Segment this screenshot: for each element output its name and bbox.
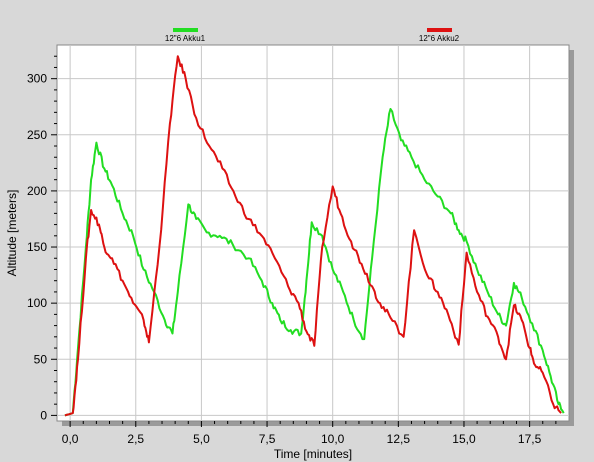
- y-tick-label: 0: [40, 408, 47, 422]
- y-axis-title: Altitude [meters]: [5, 190, 19, 277]
- x-tick-label: 15,0: [452, 432, 476, 446]
- y-tick-label: 200: [27, 184, 47, 198]
- series-lines: [64, 55, 565, 417]
- x-tick-label: 7,5: [259, 432, 276, 446]
- legend-label-akku2: 12"6 Akku2: [419, 34, 460, 43]
- axis-ticks: 0,0 2,5 5,0 7,5 10,0 12,5 15,0 17,5 0 50 100 150 200…: [27, 55, 557, 446]
- y-tick-label: 150: [27, 240, 47, 254]
- x-tick-label: 12,5: [387, 432, 411, 446]
- legend: 12"6 Akku1 12"6 Akku2: [165, 28, 460, 43]
- x-tick-label: 0,0: [62, 432, 79, 446]
- legend-label-akku1: 12"6 Akku1: [165, 34, 206, 43]
- x-tick-label: 2,5: [127, 432, 144, 446]
- x-tick-label: 10,0: [321, 432, 345, 446]
- series-line-akku2: [64, 55, 562, 417]
- series-line-akku1: [64, 108, 565, 417]
- x-axis-title: Time [minutes]: [274, 447, 352, 461]
- y-tick-label: 50: [34, 352, 48, 366]
- y-tick-label: 250: [27, 128, 47, 142]
- x-tick-label: 5,0: [193, 432, 210, 446]
- plot-area: [56, 44, 570, 422]
- x-tick-label: 17,5: [518, 432, 542, 446]
- y-tick-label: 100: [27, 296, 47, 310]
- y-tick-label: 300: [27, 72, 47, 86]
